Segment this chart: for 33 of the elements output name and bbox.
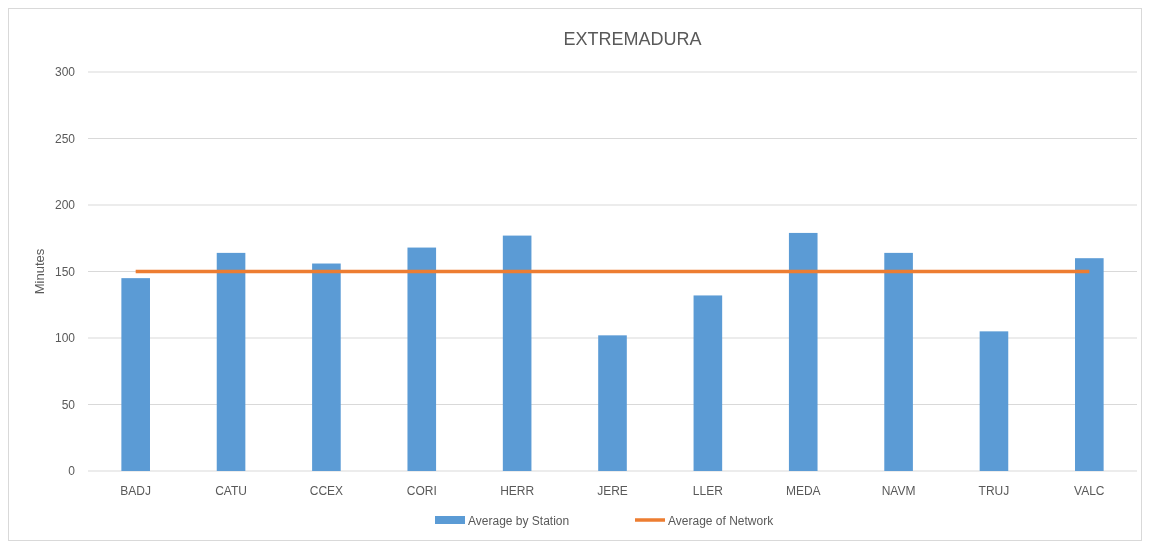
x-tick-label: CCEX (309, 484, 344, 498)
x-tick-label: TRUJ (978, 484, 1010, 498)
bar (407, 247, 437, 471)
bar (1075, 258, 1104, 471)
y-axis-title: Minutes (32, 248, 47, 295)
chart-title: EXTREMADURA (563, 29, 702, 49)
bar (884, 252, 913, 471)
y-tick-label: 250 (54, 131, 76, 146)
x-tick-label: VALC (1074, 484, 1105, 498)
x-tick-label: CATU (215, 484, 247, 498)
y-tick-label: 300 (54, 65, 76, 79)
x-tick-label: MEDA (785, 484, 821, 498)
x-tick-label: BADJ (120, 484, 152, 498)
bar (693, 295, 723, 471)
y-tick-label: 200 (54, 198, 76, 212)
y-tick-label: 50 (61, 397, 76, 412)
bar (979, 331, 1009, 471)
x-tick-label: CORI (406, 484, 437, 498)
legend-label: Average by Station (468, 514, 570, 528)
bar (502, 235, 532, 471)
y-tick-label: 150 (54, 264, 76, 279)
x-tick-label: HERR (500, 484, 535, 498)
bar (121, 278, 150, 471)
x-tick-label: JERE (597, 484, 628, 498)
y-tick-label: 0 (68, 464, 76, 478)
bar (598, 335, 627, 471)
bar (216, 252, 246, 471)
legend-label: Average of Network (668, 514, 775, 528)
y-tick-label: 100 (54, 331, 76, 345)
x-tick-label: NAVM (881, 484, 916, 498)
bar (788, 232, 818, 471)
x-tick-label: LLER (692, 484, 724, 498)
bar (312, 263, 341, 471)
